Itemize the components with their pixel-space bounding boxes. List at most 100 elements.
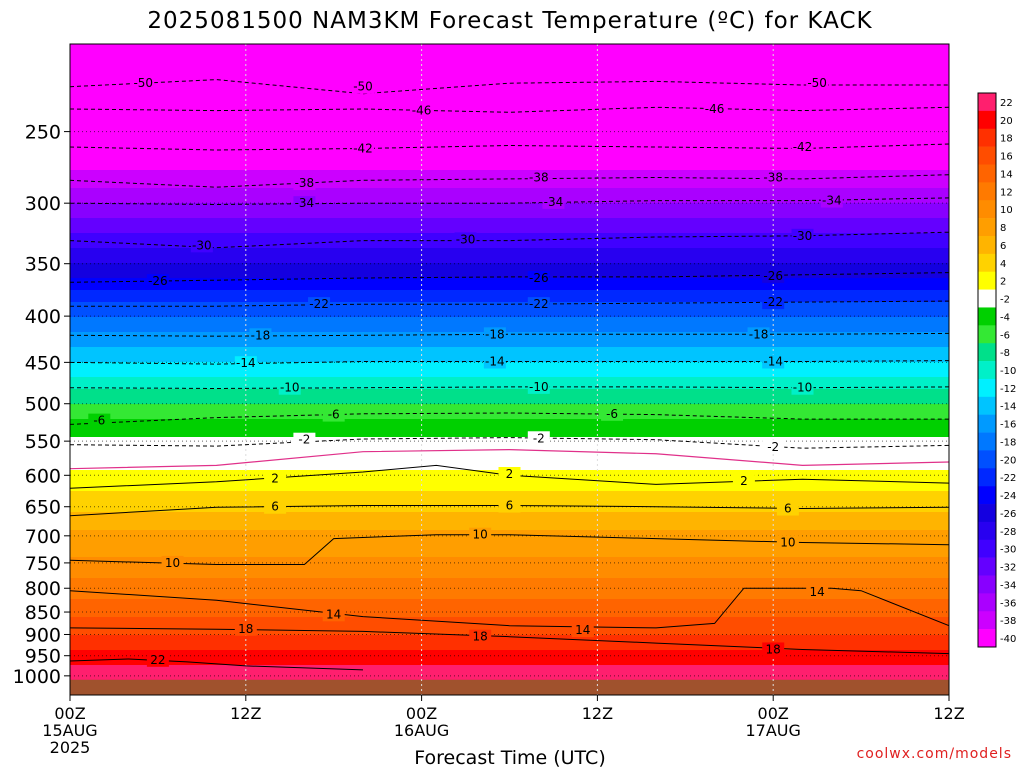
temperature-band <box>70 98 949 102</box>
isotherm-label: -18 <box>485 327 505 341</box>
temperature-band <box>70 197 949 201</box>
isotherm-label: -42 <box>793 140 813 154</box>
temperature-band <box>70 398 949 402</box>
colorbar-label: -4 <box>1000 312 1010 323</box>
isotherm-label-bg <box>732 474 755 489</box>
temperature-band <box>70 254 949 258</box>
temperature-band <box>70 389 949 393</box>
isotherm-label: 10 <box>473 528 488 542</box>
colorbar-swatch <box>978 289 996 308</box>
y-tick-label: 250 <box>25 122 61 144</box>
temperature-band <box>70 569 949 573</box>
isotherm-label: 10 <box>165 556 180 570</box>
x-tick-label: 00Z <box>54 704 85 723</box>
temperature-band <box>70 323 949 327</box>
temperature-band <box>70 185 949 189</box>
isotherm-label-bg <box>762 642 785 657</box>
temperature-band <box>70 242 949 246</box>
temperature-band <box>70 158 949 162</box>
temperature-band <box>70 584 949 588</box>
colorbar-label: -24 <box>1000 491 1016 502</box>
temperature-band <box>70 548 949 552</box>
temperature-band <box>70 275 949 279</box>
isotherm-label-bg <box>146 652 169 667</box>
isotherm-label: -46 <box>705 102 725 116</box>
isotherm-label: -18 <box>251 328 271 342</box>
temperature-band <box>70 377 949 381</box>
isotherm-label: -10 <box>280 381 300 395</box>
colorbar-label: -2 <box>1000 295 1010 306</box>
colorbar-swatch <box>978 414 996 433</box>
isotherm-label-bg <box>806 76 829 91</box>
x-tick-label: 00Z <box>406 704 437 723</box>
temperature-band <box>70 428 949 432</box>
temperature-band <box>70 620 949 624</box>
temperature-band <box>70 425 949 429</box>
temperature-band <box>70 257 949 261</box>
temperature-band <box>70 251 949 255</box>
plot-frame <box>69 43 950 696</box>
temperature-band <box>70 374 949 378</box>
colorbar-swatch <box>978 432 996 451</box>
temperature-band <box>70 149 949 153</box>
temperature-band <box>70 56 949 60</box>
colorbar-swatch <box>978 486 996 505</box>
colorbar-swatch <box>978 521 996 541</box>
colorbar-frame <box>977 92 997 648</box>
temperature-band <box>70 443 949 447</box>
temperature-band <box>70 599 949 603</box>
isotherm-label-bg <box>322 607 345 622</box>
temperature-band <box>70 209 949 213</box>
temperature-band <box>70 230 949 234</box>
plot-area <box>70 44 949 695</box>
temperature-band <box>70 221 949 225</box>
isotherm-label: -50 <box>133 76 153 90</box>
temperature-band <box>70 653 949 657</box>
isotherm-label-bg <box>762 439 785 454</box>
temperature-band <box>70 206 949 210</box>
chart-title: 2025081500 NAM3KM Forecast Temperature (… <box>147 8 872 34</box>
temperature-band <box>70 536 949 540</box>
temperature-band <box>70 452 949 456</box>
temperature-band <box>70 203 949 207</box>
colorbar-label: 14 <box>1000 169 1013 180</box>
temperature-band <box>70 386 949 390</box>
temperature-band <box>70 410 949 414</box>
temperature-band <box>70 107 949 111</box>
temperature-band <box>70 617 949 621</box>
temperature-band <box>70 173 949 177</box>
temperature-band <box>70 140 949 144</box>
credit-text: coolwx.com/models <box>857 746 1012 762</box>
isotherm-label: -34 <box>544 195 564 209</box>
temperature-band <box>70 176 949 180</box>
temperature-band <box>70 86 949 90</box>
x-tick-label: 12Z <box>582 704 613 723</box>
temperature-band <box>70 446 949 450</box>
y-tick-label: 650 <box>25 497 61 519</box>
temperature-band <box>70 83 949 87</box>
temperature-band <box>70 434 949 438</box>
temperature-band <box>70 113 949 117</box>
temperature-band <box>70 593 949 597</box>
temperature-band <box>70 59 949 63</box>
temperature-band <box>70 359 949 363</box>
y-tick-label: 300 <box>25 193 61 215</box>
temperature-band <box>70 62 949 66</box>
temperature-band <box>70 431 949 435</box>
colorbar-label: 6 <box>1000 241 1006 252</box>
colorbar-swatch <box>978 343 996 362</box>
isotherm-label-bg <box>410 103 433 118</box>
isotherm-label-bg <box>161 555 184 570</box>
colorbar-label: -12 <box>1000 384 1016 395</box>
temperature-band <box>70 68 949 72</box>
colorbar-label: -36 <box>1000 598 1016 609</box>
temperature-band <box>70 92 949 96</box>
isotherm-label-bg <box>264 471 287 486</box>
temperature-band <box>70 44 949 48</box>
isotherm-label-bg <box>498 466 521 481</box>
temperature-band <box>70 110 949 114</box>
colorbar-swatch <box>978 200 996 219</box>
colorbar-label: -16 <box>1000 420 1016 431</box>
contour-lines: -50 -50 -50 -46 -46 -42 -42 -38 -38 -38 -34 -34 -34 -… <box>70 76 949 671</box>
